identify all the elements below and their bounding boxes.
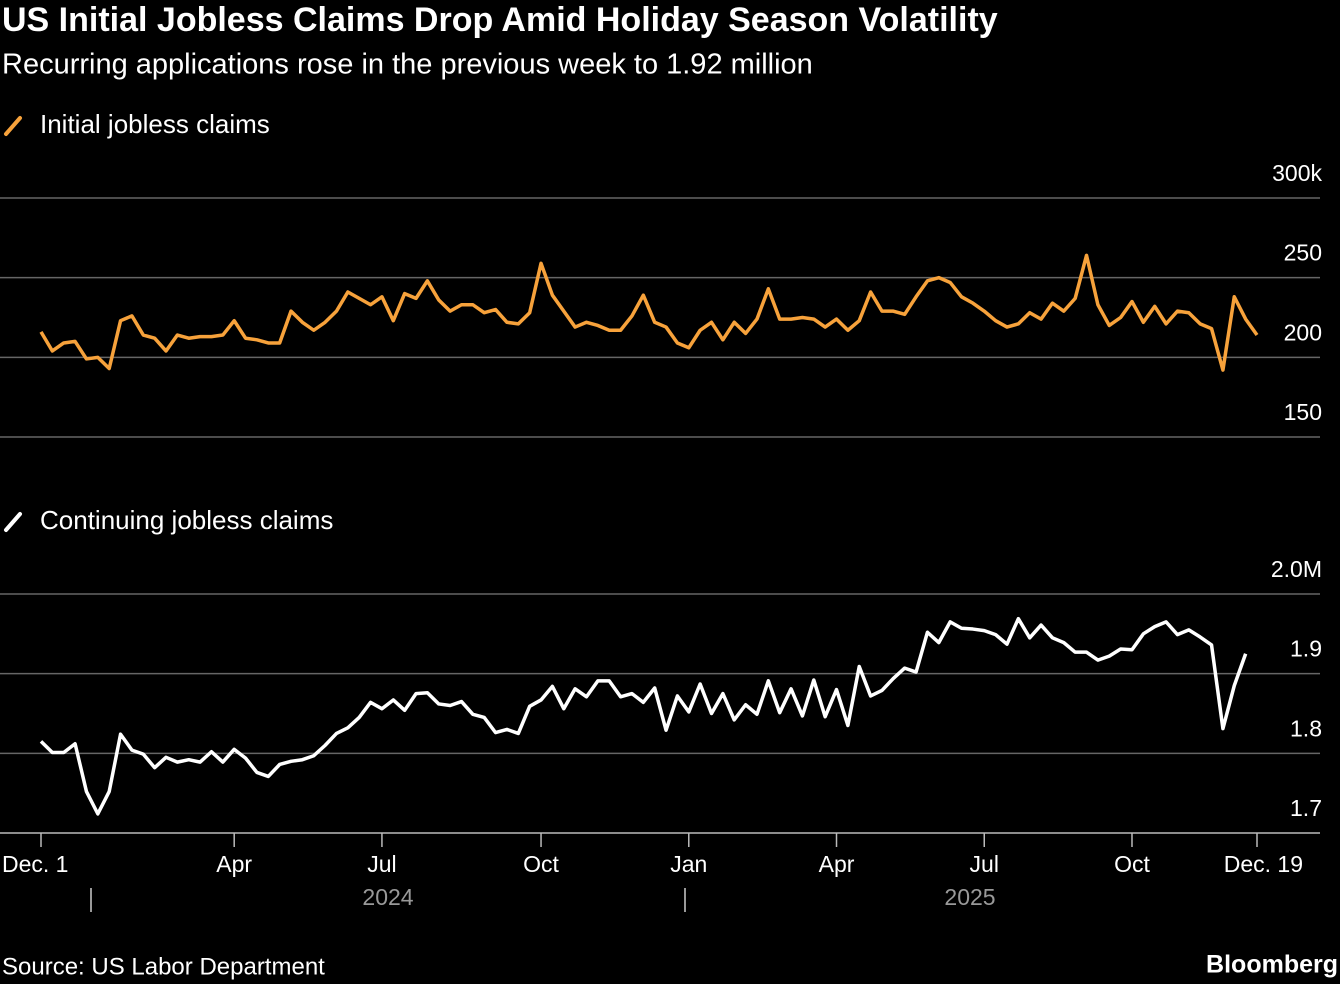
y-tick-label: 300k [1272, 160, 1322, 186]
x-tick-label: Oct [1114, 851, 1150, 877]
y-tick-label: 150 [1284, 399, 1322, 425]
x-tick-label: Oct [523, 851, 559, 877]
year-label: 2024 [362, 884, 413, 910]
data-line [39, 253, 1259, 372]
x-tick-label: Apr [216, 851, 252, 877]
chart-title: US Initial Jobless Claims Drop Amid Holi… [2, 1, 998, 39]
x-tick-label: Dec. 19 [1224, 851, 1303, 877]
year-label: 2025 [944, 884, 995, 910]
x-tick-label: Jul [367, 851, 396, 877]
y-tick-label: 250 [1284, 240, 1322, 266]
y-tick-label: 200 [1284, 319, 1322, 345]
legend-label: Initial jobless claims [40, 109, 270, 139]
legend-label: Continuing jobless claims [40, 505, 333, 535]
y-tick-label: 1.9 [1290, 636, 1322, 662]
data-line [39, 616, 1248, 816]
x-tick-label: Jan [670, 851, 707, 877]
x-tick-label: Apr [819, 851, 855, 877]
source: Source: US Labor Department [2, 953, 325, 980]
y-tick-label: 1.7 [1290, 795, 1322, 821]
legend-swatch [4, 116, 22, 136]
x-tick-label: Jul [970, 851, 999, 877]
legend-swatch [4, 512, 22, 532]
y-tick-label: 2.0M [1271, 556, 1322, 582]
y-tick-label: 1.8 [1290, 715, 1322, 741]
credit: Bloomberg [1206, 951, 1338, 979]
x-tick-label: Dec. 1 [2, 851, 68, 877]
chart-subtitle: Recurring applications rose in the previ… [2, 49, 813, 81]
